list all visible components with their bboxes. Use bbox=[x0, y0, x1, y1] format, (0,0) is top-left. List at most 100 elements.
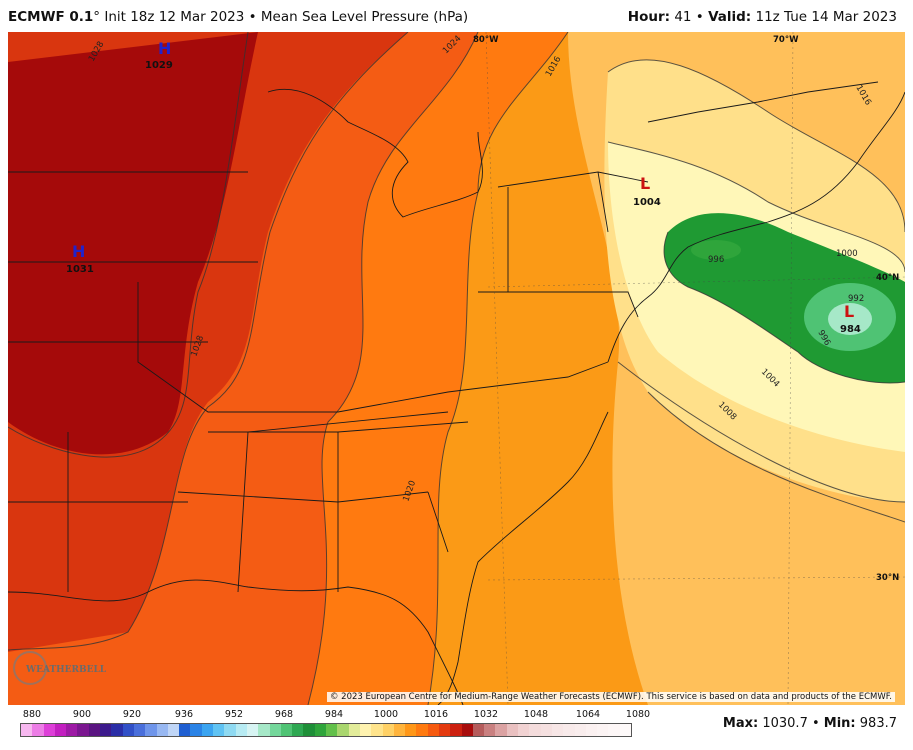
color-swatch bbox=[495, 724, 507, 736]
color-swatch bbox=[77, 724, 89, 736]
hour-value: 41 bbox=[670, 9, 692, 25]
color-swatch bbox=[551, 724, 564, 736]
scale-label: 968 bbox=[274, 709, 294, 720]
low-center-marker: L bbox=[640, 174, 650, 193]
color-swatch bbox=[190, 724, 202, 736]
degree-symbol: ° bbox=[93, 9, 101, 25]
max-min-readout: Max: 1030.7 • Min: 983.7 bbox=[723, 716, 897, 731]
color-swatch bbox=[213, 724, 225, 736]
scale-label: 1064 bbox=[575, 709, 601, 720]
high-center-marker: H bbox=[158, 39, 171, 58]
min-label: Min: bbox=[823, 716, 856, 731]
color-swatch bbox=[438, 724, 451, 736]
latitude-label: 40°N bbox=[876, 273, 899, 283]
color-swatch bbox=[518, 724, 530, 736]
isobar-label: 992 bbox=[848, 294, 864, 304]
color-swatch bbox=[472, 724, 485, 736]
color-swatch bbox=[326, 724, 338, 736]
color-swatch bbox=[608, 724, 620, 736]
valid-info: Hour: 41 • Valid: 11z Tue 14 Mar 2023 bbox=[628, 9, 897, 25]
color-swatch bbox=[337, 724, 349, 736]
color-swatch bbox=[314, 724, 327, 736]
color-swatch bbox=[43, 724, 55, 736]
color-swatch bbox=[88, 724, 101, 736]
valid-label: Valid: bbox=[708, 9, 752, 25]
coordinate-labels: 80°W 70°W 40°N 30°N bbox=[473, 35, 899, 583]
weatherbell-logo: WEATHERBELL bbox=[13, 651, 107, 685]
color-swatch bbox=[484, 724, 496, 736]
pressure-map[interactable]: H 1029 H 1031 L 1004 L 984 1028 1024 101… bbox=[8, 32, 905, 705]
color-swatch bbox=[54, 724, 67, 736]
color-swatch bbox=[167, 724, 180, 736]
high-center-marker: H bbox=[72, 242, 85, 261]
color-swatch bbox=[506, 724, 519, 736]
color-swatch bbox=[371, 724, 383, 736]
scale-label: 984 bbox=[324, 709, 344, 720]
color-swatch bbox=[563, 724, 575, 736]
copyright-notice: © 2023 European Centre for Medium-Range … bbox=[326, 692, 895, 702]
color-swatch bbox=[450, 724, 462, 736]
color-swatch bbox=[427, 724, 439, 736]
color-swatch bbox=[111, 724, 123, 736]
color-swatch bbox=[292, 724, 304, 736]
hour-label: Hour: bbox=[627, 9, 671, 25]
color-swatch bbox=[405, 724, 417, 736]
scale-label: 920 bbox=[122, 709, 142, 720]
high-center-value: 1031 bbox=[66, 264, 94, 275]
latitude-label: 30°N bbox=[876, 573, 899, 583]
scale-label: 1016 bbox=[423, 709, 449, 720]
separator: • bbox=[807, 716, 824, 731]
color-swatch bbox=[585, 724, 598, 736]
color-swatch bbox=[393, 724, 406, 736]
logo-text: WEATHERBELL bbox=[25, 665, 107, 675]
isobar-label: 1000 bbox=[836, 249, 858, 259]
init-time: Init 18z 12 Mar 2023 bbox=[100, 9, 245, 25]
scale-label: 936 bbox=[174, 709, 194, 720]
color-swatch bbox=[258, 724, 270, 736]
isobars bbox=[8, 32, 905, 705]
low-center-marker: L bbox=[844, 302, 854, 321]
scale-label: 1080 bbox=[625, 709, 651, 720]
pressure-color-scale: 880 900 920 936 952 968 984 1000 1016 10… bbox=[8, 707, 651, 743]
low-center-value: 1004 bbox=[633, 197, 661, 208]
color-swatch bbox=[597, 724, 609, 736]
shade-996 bbox=[691, 240, 741, 260]
color-swatch bbox=[280, 724, 293, 736]
color-swatch bbox=[461, 724, 473, 736]
color-swatch bbox=[66, 724, 78, 736]
color-swatch bbox=[32, 724, 44, 736]
high-center-value: 1029 bbox=[145, 60, 173, 71]
color-swatch bbox=[179, 724, 191, 736]
color-swatch bbox=[269, 724, 281, 736]
valid-value: 11z Tue 14 Mar 2023 bbox=[751, 9, 897, 25]
color-swatch bbox=[246, 724, 259, 736]
separator: • bbox=[244, 9, 261, 25]
scale-label: 880 bbox=[22, 709, 42, 720]
graticule bbox=[485, 32, 905, 705]
map-title: ECMWF 0.1° Init 18z 12 Mar 2023 • Mean S… bbox=[8, 9, 468, 25]
color-swatch bbox=[382, 724, 394, 736]
low-center-value: 984 bbox=[840, 324, 861, 335]
color-swatch bbox=[156, 724, 168, 736]
color-swatch bbox=[416, 724, 428, 736]
max-value: 1030.7 bbox=[758, 716, 808, 731]
color-swatch bbox=[348, 724, 360, 736]
shade-984 bbox=[828, 303, 872, 335]
color-swatch bbox=[122, 724, 134, 736]
scale-label: 1048 bbox=[523, 709, 549, 720]
color-swatch bbox=[619, 724, 632, 736]
min-value: 983.7 bbox=[855, 716, 897, 731]
separator: • bbox=[691, 9, 709, 25]
color-swatch bbox=[133, 724, 146, 736]
isobar-label: 996 bbox=[708, 255, 724, 265]
color-swatch bbox=[303, 724, 315, 736]
scale-label: 1032 bbox=[473, 709, 499, 720]
scale-label: 1000 bbox=[373, 709, 399, 720]
map-header: ECMWF 0.1° Init 18z 12 Mar 2023 • Mean S… bbox=[0, 0, 913, 32]
max-label: Max: bbox=[722, 716, 759, 731]
color-swatch bbox=[540, 724, 552, 736]
color-swatch bbox=[235, 724, 247, 736]
color-swatch bbox=[224, 724, 236, 736]
longitude-label: 70°W bbox=[773, 35, 799, 45]
color-swatch bbox=[100, 724, 112, 736]
